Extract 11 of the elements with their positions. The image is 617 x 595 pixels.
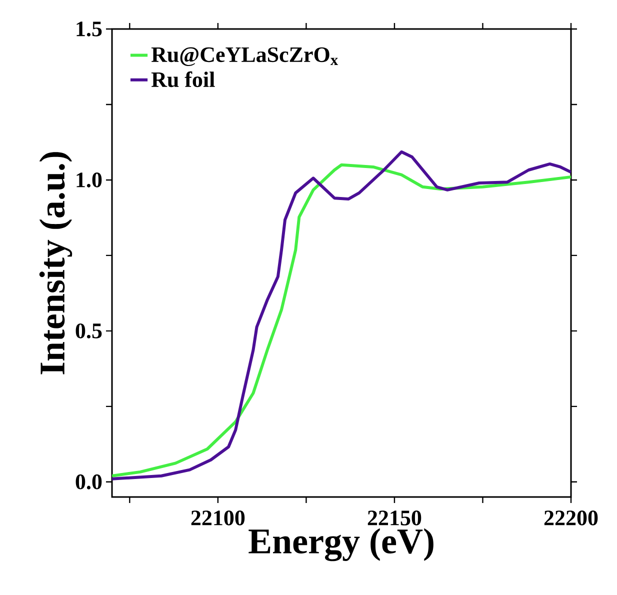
y-axis-title: Intensity (a.u.) — [39, 152, 72, 374]
y-tick-label: 1.5 — [76, 22, 102, 36]
legend-label: Ru@CeYLaScZrO$_{x}$ — [151, 47, 338, 66]
x-tick-label: 22150 — [368, 510, 422, 526]
x-tick-label: 22200 — [544, 510, 598, 526]
y-tick-label: 0.5 — [76, 323, 102, 338]
y-tick-label: 1.0 — [76, 172, 102, 188]
x-tick-label: 22100 — [191, 510, 245, 526]
x-axis-title: Energy (eV) — [248, 528, 434, 562]
y-tick-label: 0.0 — [76, 474, 102, 490]
legend-label: Ru foil — [151, 71, 215, 88]
